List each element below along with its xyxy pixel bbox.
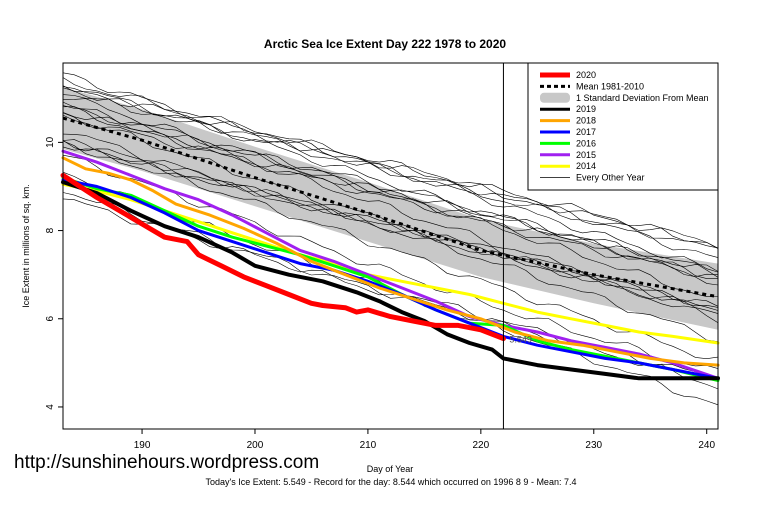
plot-area: 5.549 <box>60 63 720 429</box>
other-year-line <box>62 77 719 273</box>
x-tick-label: 190 <box>134 440 151 451</box>
other-year-line <box>62 133 719 308</box>
x-tick-label: 210 <box>360 440 377 451</box>
other-year-line <box>62 112 719 278</box>
legend-label-2015: 2015 <box>576 150 596 160</box>
other-year-line <box>62 112 719 286</box>
x-tick-label: 240 <box>698 440 715 451</box>
legend-label-2017: 2017 <box>576 127 596 137</box>
series-line-2019 <box>61 180 720 381</box>
other-year-line <box>62 72 719 249</box>
x-axis: 190 200 210 220 230 240 <box>134 429 715 451</box>
plot-frame <box>62 62 719 430</box>
legend-label-mean-1981-2010: Mean 1981-2010 <box>576 81 644 91</box>
legend-label-every-other-year: Every Other Year <box>576 173 645 183</box>
other-year-line <box>62 98 719 278</box>
legend-label-2018: 2018 <box>576 116 596 126</box>
legend-label-1-standard-deviation-from-mean: 1 Standard Deviation From Mean <box>576 93 709 103</box>
y-axis-label: Ice Extent in millions of sq. km. <box>21 184 31 308</box>
legend-swatch-1-standard-deviation-from-mean <box>540 92 570 103</box>
watermark-url: http://sunshinehours.wordpress.com <box>14 452 320 473</box>
y-tick-label: 4 <box>45 404 56 410</box>
series-line-2020 <box>60 172 506 342</box>
series-line-2016 <box>61 176 720 382</box>
legend-label-2020: 2020 <box>576 70 596 80</box>
y-tick-label: 8 <box>45 227 56 233</box>
y-tick-label: 6 <box>45 316 56 322</box>
x-axis-label: Day of Year <box>367 464 414 474</box>
other-year-line <box>62 85 718 279</box>
x-tick-label: 230 <box>585 440 602 451</box>
x-tick-label: 200 <box>247 440 264 451</box>
legend-label-2014: 2014 <box>576 161 596 171</box>
series-line-2017 <box>61 178 720 380</box>
other-year-line <box>62 86 719 258</box>
current-value-label: 5.549 <box>509 335 532 345</box>
series-line-2018 <box>61 156 720 367</box>
mean-line <box>62 116 719 299</box>
footer-stats: Today's Ice Extent: 5.549 - Record for t… <box>206 477 577 487</box>
other-year-line <box>62 105 719 297</box>
other-year-line <box>62 146 719 360</box>
other-year-line <box>62 140 719 342</box>
y-tick-label: 10 <box>45 136 56 148</box>
other-year-line <box>62 106 719 272</box>
legend-label-2016: 2016 <box>576 138 596 148</box>
chart-title: Arctic Sea Ice Extent Day 222 1978 to 20… <box>264 37 506 51</box>
other-year-line <box>62 140 719 324</box>
legend-label-2019: 2019 <box>576 104 596 114</box>
series-line-2015 <box>61 149 720 380</box>
x-tick-label: 220 <box>473 440 490 451</box>
legend-box <box>527 62 719 191</box>
other-year-line <box>62 94 719 249</box>
other-year-line <box>62 87 719 249</box>
other-year-line <box>62 139 719 307</box>
y-axis: 4 6 8 10 <box>45 136 63 410</box>
